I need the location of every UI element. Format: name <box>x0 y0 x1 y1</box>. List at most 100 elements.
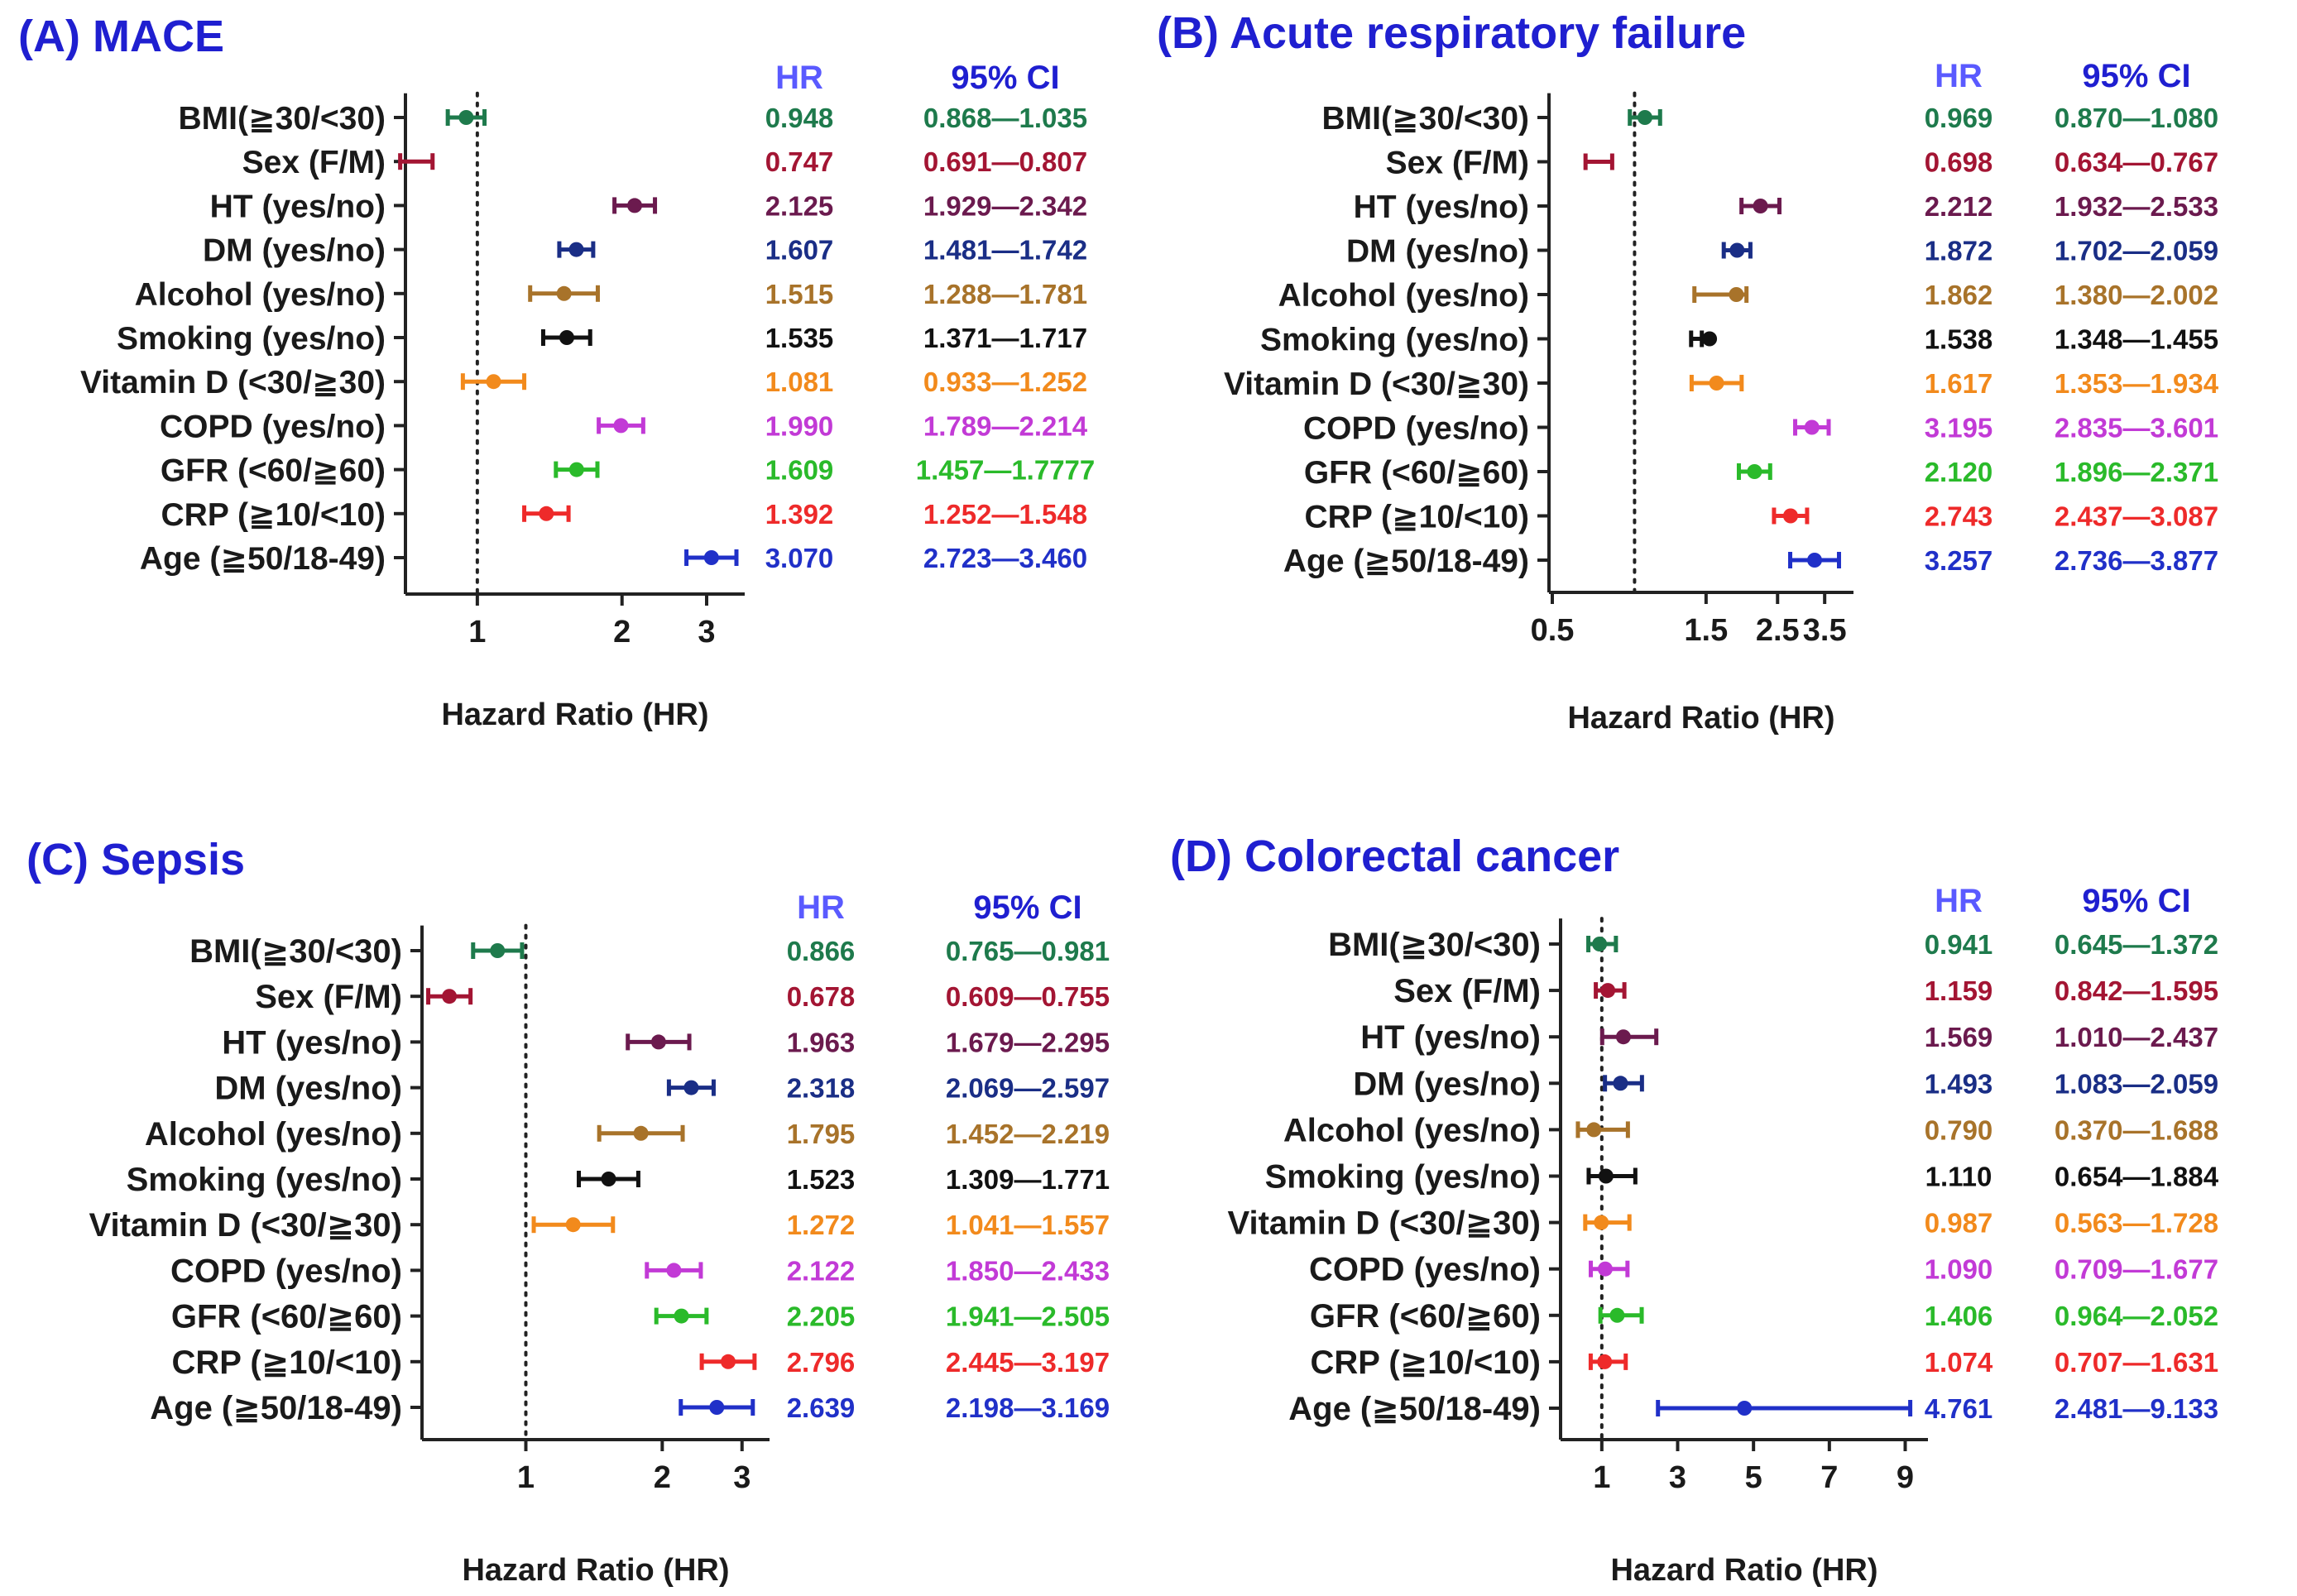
hr-point <box>1609 1307 1625 1323</box>
hr-point <box>565 1217 581 1233</box>
row-label: DM (yes/no) <box>1353 1066 1541 1102</box>
row-label: HT (yes/no) <box>222 1024 402 1061</box>
hr-value: 2.743 <box>1925 501 1993 532</box>
row-label: Sex (F/M) <box>1386 146 1529 181</box>
ci-value: 1.288—1.781 <box>923 279 1087 309</box>
x-tick-label: 3 <box>698 615 715 649</box>
ci-value: 0.933—1.252 <box>923 367 1087 397</box>
hr-value: 1.795 <box>787 1119 856 1149</box>
forest-panel-d: (D) Colorectal cancer HR 95% CI 1 3 5 7 9 Hazard… <box>1170 832 2219 1588</box>
row-label: Vitamin D (<30/≧30) <box>1224 367 1529 402</box>
hr-value: 1.515 <box>765 279 834 309</box>
hr-value: 0.969 <box>1925 103 1993 133</box>
hr-value: 2.125 <box>765 190 834 221</box>
x-tick-label: 0.5 <box>1531 613 1575 648</box>
ci-value: 0.691—0.807 <box>923 146 1087 177</box>
x-axis-label: Hazard Ratio (HR) <box>462 1553 729 1588</box>
hr-value: 2.796 <box>787 1347 856 1378</box>
row-label: BMI(≧30/<30) <box>1328 927 1541 963</box>
ci-column-header: 95% CI <box>2082 883 2190 919</box>
hr-point <box>568 242 584 257</box>
hr-value: 1.990 <box>765 410 834 441</box>
hr-value: 0.698 <box>1925 147 1993 178</box>
hr-point <box>1592 937 1608 951</box>
ci-value: 1.896—2.371 <box>2055 457 2218 487</box>
ci-value: 1.380—2.002 <box>2055 280 2218 310</box>
ci-column-header: 95% CI <box>2082 58 2190 94</box>
ci-value: 0.870—1.080 <box>2055 103 2218 133</box>
ci-value: 0.709—1.677 <box>2055 1254 2218 1285</box>
hr-value: 1.081 <box>765 367 834 397</box>
ci-value: 1.929—2.342 <box>923 190 1087 221</box>
hr-point <box>1729 287 1744 302</box>
hr-point <box>1709 376 1724 391</box>
row-label: Age (≧50/18-49) <box>150 1390 402 1426</box>
row-label: COPD (yes/no) <box>1303 411 1529 447</box>
hr-value: 2.318 <box>787 1073 856 1104</box>
row-label: BMI(≧30/<30) <box>189 933 402 970</box>
forest-panel-a: (A) MACE HR 95% CI 1 2 3 Hazard Ratio (HR) BMI(… <box>18 12 1095 732</box>
hr-value: 1.493 <box>1925 1068 1993 1099</box>
hr-value: 2.639 <box>787 1392 856 1423</box>
hr-value: 1.569 <box>1925 1022 1993 1052</box>
hr-point <box>1804 419 1820 435</box>
row-label: Sex (F/M) <box>255 979 402 1015</box>
row-label: GFR (<60/≧60) <box>161 453 386 489</box>
hr-point <box>1702 331 1718 347</box>
row-label: Alcohol (yes/no) <box>135 277 386 313</box>
row-label: HT (yes/no) <box>1354 189 1529 225</box>
ci-value: 2.437—3.087 <box>2055 501 2218 532</box>
row-label: COPD (yes/no) <box>1309 1252 1541 1288</box>
row-label: CRP (≧10/<10) <box>161 497 386 533</box>
hr-point <box>1747 464 1762 479</box>
hr-column-header: HR <box>1935 58 1983 94</box>
hr-value: 1.872 <box>1925 236 1993 266</box>
row-label: Vitamin D (<30/≧30) <box>1228 1205 1541 1242</box>
row-label: GFR (<60/≧60) <box>171 1299 402 1335</box>
hr-point <box>1600 983 1616 999</box>
row-label: DM (yes/no) <box>203 233 386 269</box>
x-tick-label: 3 <box>1669 1460 1686 1495</box>
hr-point <box>613 418 629 434</box>
ci-column-header: 95% CI <box>973 889 1081 926</box>
hr-value: 0.948 <box>765 103 834 133</box>
hr-value: 2.212 <box>1925 191 1993 222</box>
ci-value: 0.563—1.728 <box>2055 1208 2218 1239</box>
ci-value: 2.481—9.133 <box>2055 1393 2218 1424</box>
x-tick-label: 1 <box>517 1460 535 1495</box>
x-tick-label: 7 <box>1820 1460 1838 1495</box>
ci-value: 1.083—2.059 <box>2055 1068 2218 1099</box>
row-label: Age (≧50/18-49) <box>140 541 386 577</box>
ci-value: 2.198—3.169 <box>946 1392 1110 1423</box>
hr-point <box>1613 1076 1628 1091</box>
hr-point <box>1597 1261 1613 1277</box>
ci-value: 0.609—0.755 <box>946 981 1110 1012</box>
panel-title: (D) Colorectal cancer <box>1170 832 1619 881</box>
row-label: Alcohol (yes/no) <box>145 1116 402 1153</box>
ci-value: 0.645—1.372 <box>2055 929 2218 960</box>
ci-value: 2.069—2.597 <box>946 1073 1110 1104</box>
x-tick-label: 2 <box>613 615 631 649</box>
row-label: Sex (F/M) <box>1393 973 1541 1009</box>
hr-value: 1.159 <box>1925 975 1993 1006</box>
hr-value: 1.963 <box>787 1027 856 1057</box>
hr-point <box>556 285 572 301</box>
hr-point <box>674 1308 689 1324</box>
x-tick-label: 1.5 <box>1684 613 1728 648</box>
x-axis-label: Hazard Ratio (HR) <box>1610 1553 1877 1588</box>
row-label: Alcohol (yes/no) <box>1283 1112 1541 1148</box>
ci-value: 1.850—2.433 <box>946 1255 1110 1286</box>
hr-point <box>601 1172 616 1186</box>
row-label: GFR (<60/≧60) <box>1304 455 1529 491</box>
ci-value: 2.445—3.197 <box>946 1347 1110 1378</box>
x-axis-label: Hazard Ratio (HR) <box>1567 701 1834 736</box>
row-label: COPD (yes/no) <box>170 1253 402 1289</box>
row-label: Age (≧50/18-49) <box>1288 1391 1541 1427</box>
x-tick-label: 3 <box>733 1460 750 1495</box>
hr-point <box>1598 1168 1614 1184</box>
hr-point <box>486 374 501 390</box>
row-label: Sex (F/M) <box>242 145 386 180</box>
row-label: Smoking (yes/no) <box>1260 323 1529 358</box>
hr-point <box>633 1125 649 1141</box>
hr-value: 1.617 <box>1925 368 1993 399</box>
